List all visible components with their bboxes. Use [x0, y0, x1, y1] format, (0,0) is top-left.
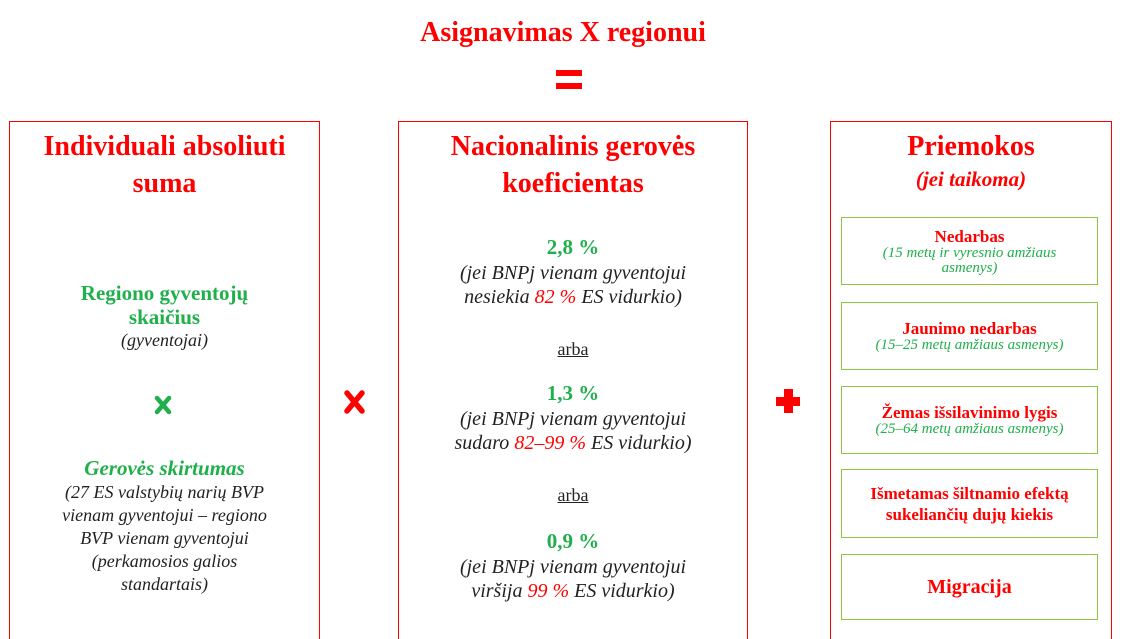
item-note: (15 metų ir vyresnio amžiaus asmenys) [882, 244, 1057, 276]
option: 2,8 % (jei BNPj vienam gyventojui nesiek… [398, 234, 748, 309]
premium-item: Išmetamas šiltnamio efektą sukeliančių d… [841, 469, 1098, 538]
note-line: BVP vienam gyventojui [80, 528, 249, 548]
box-heading: Priemokos [907, 131, 1035, 162]
box-absolute-sum [9, 121, 320, 639]
unit: (gyventojai) [121, 330, 208, 350]
item-label: Žemas išsilavinimo lygis [881, 403, 1058, 422]
item-note: (15–25 metų amžiaus asmenys) [875, 337, 1064, 353]
plus-sign [776, 389, 800, 413]
threshold: 99 % [527, 580, 570, 602]
label-line: Regiono gyventojų [80, 281, 249, 305]
equals-bar [556, 83, 582, 89]
heading-line: Individuali absoliuti [43, 131, 286, 162]
rate: 0,9 % [546, 529, 600, 553]
label-line: skaičius [128, 305, 201, 329]
premium-item: Jaunimo nedarbas (15–25 metų amžiaus asm… [841, 302, 1098, 370]
heading-line: koeficientas [502, 168, 644, 199]
premium-item: Migracija [841, 554, 1098, 620]
tail: ES vidurkio) [581, 286, 682, 308]
note-line: standartais) [120, 574, 208, 594]
item-label: Nedarbas [934, 226, 1005, 246]
separator: arba [557, 339, 589, 359]
label: Gerovės skirtumas [84, 456, 245, 480]
equals-bar [556, 70, 582, 76]
verb: viršija [471, 580, 523, 602]
note-line: (27 ES valstybių narių BVP [65, 482, 264, 502]
note: (jei BNPj vienam gyventojui [459, 408, 687, 430]
box-subheading: (jei taikoma) [915, 167, 1027, 191]
multiply-sign [344, 390, 365, 414]
note: (jei BNPj vienam gyventojui [459, 556, 687, 578]
item-label: Jaunimo nedarbas [902, 319, 1037, 338]
box-welfare-coefficient [398, 121, 748, 639]
verb: sudaro [454, 432, 510, 454]
box-premiums [830, 121, 1112, 639]
box-heading: Individuali absoliuti suma [9, 128, 320, 202]
separator: arba [557, 485, 589, 505]
box-heading: Nacionalinis gerovės koeficientas [398, 128, 748, 202]
threshold: 82 % [534, 286, 577, 308]
item-label: Išmetamas šiltnamio efektą sukeliančių d… [870, 483, 1069, 524]
rate: 2,8 % [546, 235, 600, 259]
heading-line: Nacionalinis gerovės [450, 131, 696, 162]
verb: nesiekia [464, 286, 530, 308]
tail: ES vidurkio) [574, 580, 675, 602]
rate: 1,3 % [546, 381, 600, 405]
threshold: 82–99 % [514, 432, 586, 454]
option: 1,3 % (jei BNPj vienam gyventojui sudaro… [398, 380, 748, 455]
premium-item: Žemas išsilavinimo lygis (25–64 metų amž… [841, 386, 1098, 454]
title: Asignavimas X regionui [420, 17, 706, 48]
multiply-sign [154, 395, 172, 415]
note-line: vienam gyventojui – regiono [62, 505, 267, 525]
tail: ES vidurkio) [590, 432, 692, 454]
welfare-gap: Gerovės skirtumas (27 ES valstybių narių… [9, 455, 320, 596]
note: (jei BNPj vienam gyventojui [459, 262, 687, 284]
item-note: (25–64 metų amžiaus asmenys) [875, 421, 1064, 437]
heading-line: suma [132, 168, 197, 199]
population: Regiono gyventojų skaičius (gyventojai) [9, 281, 320, 352]
option: 0,9 % (jei BNPj vienam gyventojui viršij… [398, 528, 748, 603]
note-line: (perkamosios galios [91, 551, 238, 571]
item-label: Migracija [927, 575, 1012, 598]
premium-item: Nedarbas (15 metų ir vyresnio amžiaus as… [841, 217, 1098, 285]
